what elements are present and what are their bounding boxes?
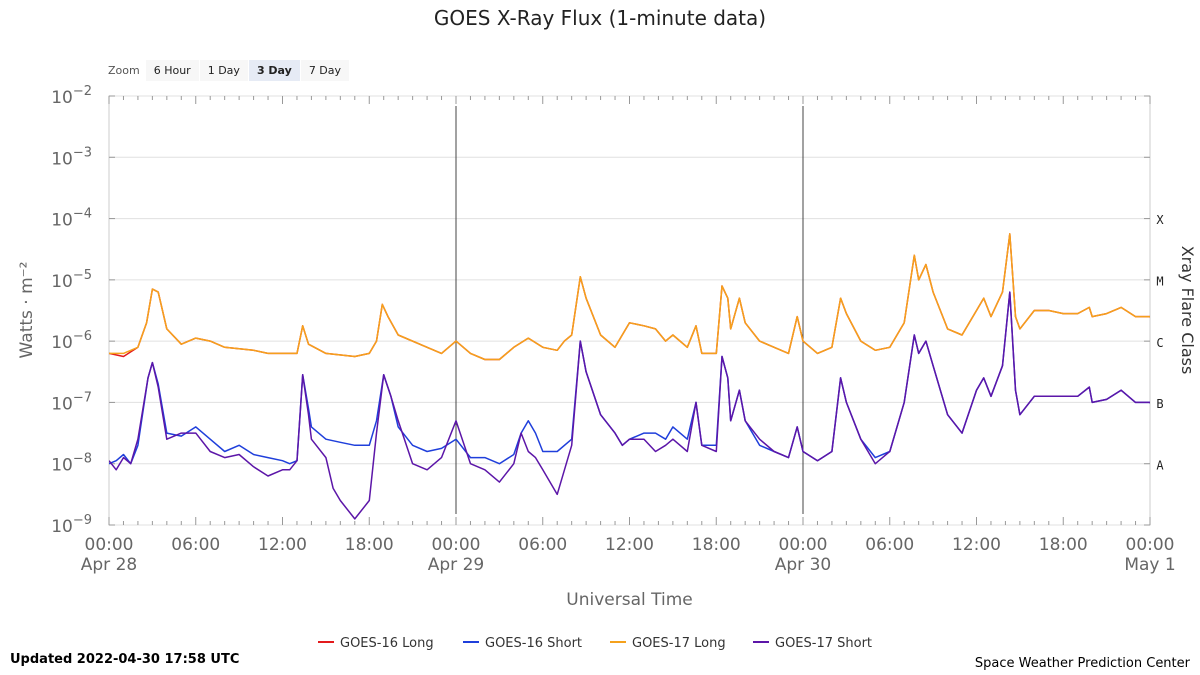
x-tick-label: 00:00 xyxy=(779,535,828,555)
x-axis-title: Universal Time xyxy=(566,590,692,610)
y-tick-label: 10−8 xyxy=(51,452,92,476)
legend-label: GOES-17 Short xyxy=(775,636,872,651)
flare-class-label: C xyxy=(1156,336,1163,350)
series-line-goes-17-short xyxy=(109,291,1150,520)
x-tick-label: 06:00 xyxy=(518,535,567,555)
y-tick-label: 10−5 xyxy=(51,268,92,292)
legend-item[interactable]: GOES-17 Long xyxy=(610,636,726,651)
legend-item[interactable]: GOES-16 Short xyxy=(463,636,582,651)
y-axis-title: Watts · m⁻² xyxy=(17,262,37,359)
updated-timestamp: Updated 2022-04-30 17:58 UTC xyxy=(10,652,240,667)
x-date-label: Apr 30 xyxy=(775,555,831,575)
y-tick-label: 10−9 xyxy=(51,513,92,537)
zoom-selector: Zoom 6 Hour 1 Day 3 Day 7 Day xyxy=(108,58,350,82)
zoom-3-day-button[interactable]: 3 Day xyxy=(248,59,300,81)
x-tick-label: 12:00 xyxy=(605,535,654,555)
legend-label: GOES-16 Long xyxy=(340,636,434,651)
legend-item[interactable]: GOES-17 Short xyxy=(753,636,872,651)
chart-title: GOES X-Ray Flux (1-minute data) xyxy=(433,6,767,30)
x-tick-label: 00:00 xyxy=(1126,535,1175,555)
x-tick-label: 06:00 xyxy=(865,535,914,555)
zoom-1-day-button[interactable]: 1 Day xyxy=(199,59,248,81)
flare-class-label: M xyxy=(1156,275,1163,289)
zoom-label: Zoom xyxy=(108,63,140,77)
x-tick-label: 12:00 xyxy=(952,535,1001,555)
x-date-label: May 1 xyxy=(1124,555,1175,575)
flare-class-label: X xyxy=(1156,213,1164,227)
x-tick-label: 00:00 xyxy=(432,535,481,555)
x-tick-label: 12:00 xyxy=(258,535,307,555)
legend-label: GOES-16 Short xyxy=(485,636,582,651)
y-tick-label: 10−6 xyxy=(51,329,92,353)
zoom-7-day-button[interactable]: 7 Day xyxy=(300,59,350,81)
x-tick-label: 18:00 xyxy=(692,535,741,555)
zoom-6-hour-button[interactable]: 6 Hour xyxy=(145,59,199,81)
y-tick-label: 10−3 xyxy=(51,145,92,169)
legend-label: GOES-17 Long xyxy=(632,636,726,651)
flare-class-label: B xyxy=(1156,397,1163,411)
legend-item[interactable]: GOES-16 Long xyxy=(318,636,434,651)
y-tick-label: 10−2 xyxy=(51,84,92,108)
y-tick-label: 10−4 xyxy=(51,207,92,231)
x-date-label: Apr 29 xyxy=(428,555,484,575)
x-tick-label: 18:00 xyxy=(1039,535,1088,555)
y2-axis-title: Xray Flare Class xyxy=(1178,246,1197,375)
series-line-goes-17-long xyxy=(109,233,1150,361)
flare-class-label: A xyxy=(1156,458,1164,472)
x-date-label: Apr 28 xyxy=(81,555,137,575)
x-tick-label: 00:00 xyxy=(85,535,134,555)
y-tick-label: 10−7 xyxy=(51,390,92,414)
x-tick-label: 06:00 xyxy=(171,535,220,555)
x-tick-label: 18:00 xyxy=(345,535,394,555)
credit-text: Space Weather Prediction Center xyxy=(974,656,1190,671)
